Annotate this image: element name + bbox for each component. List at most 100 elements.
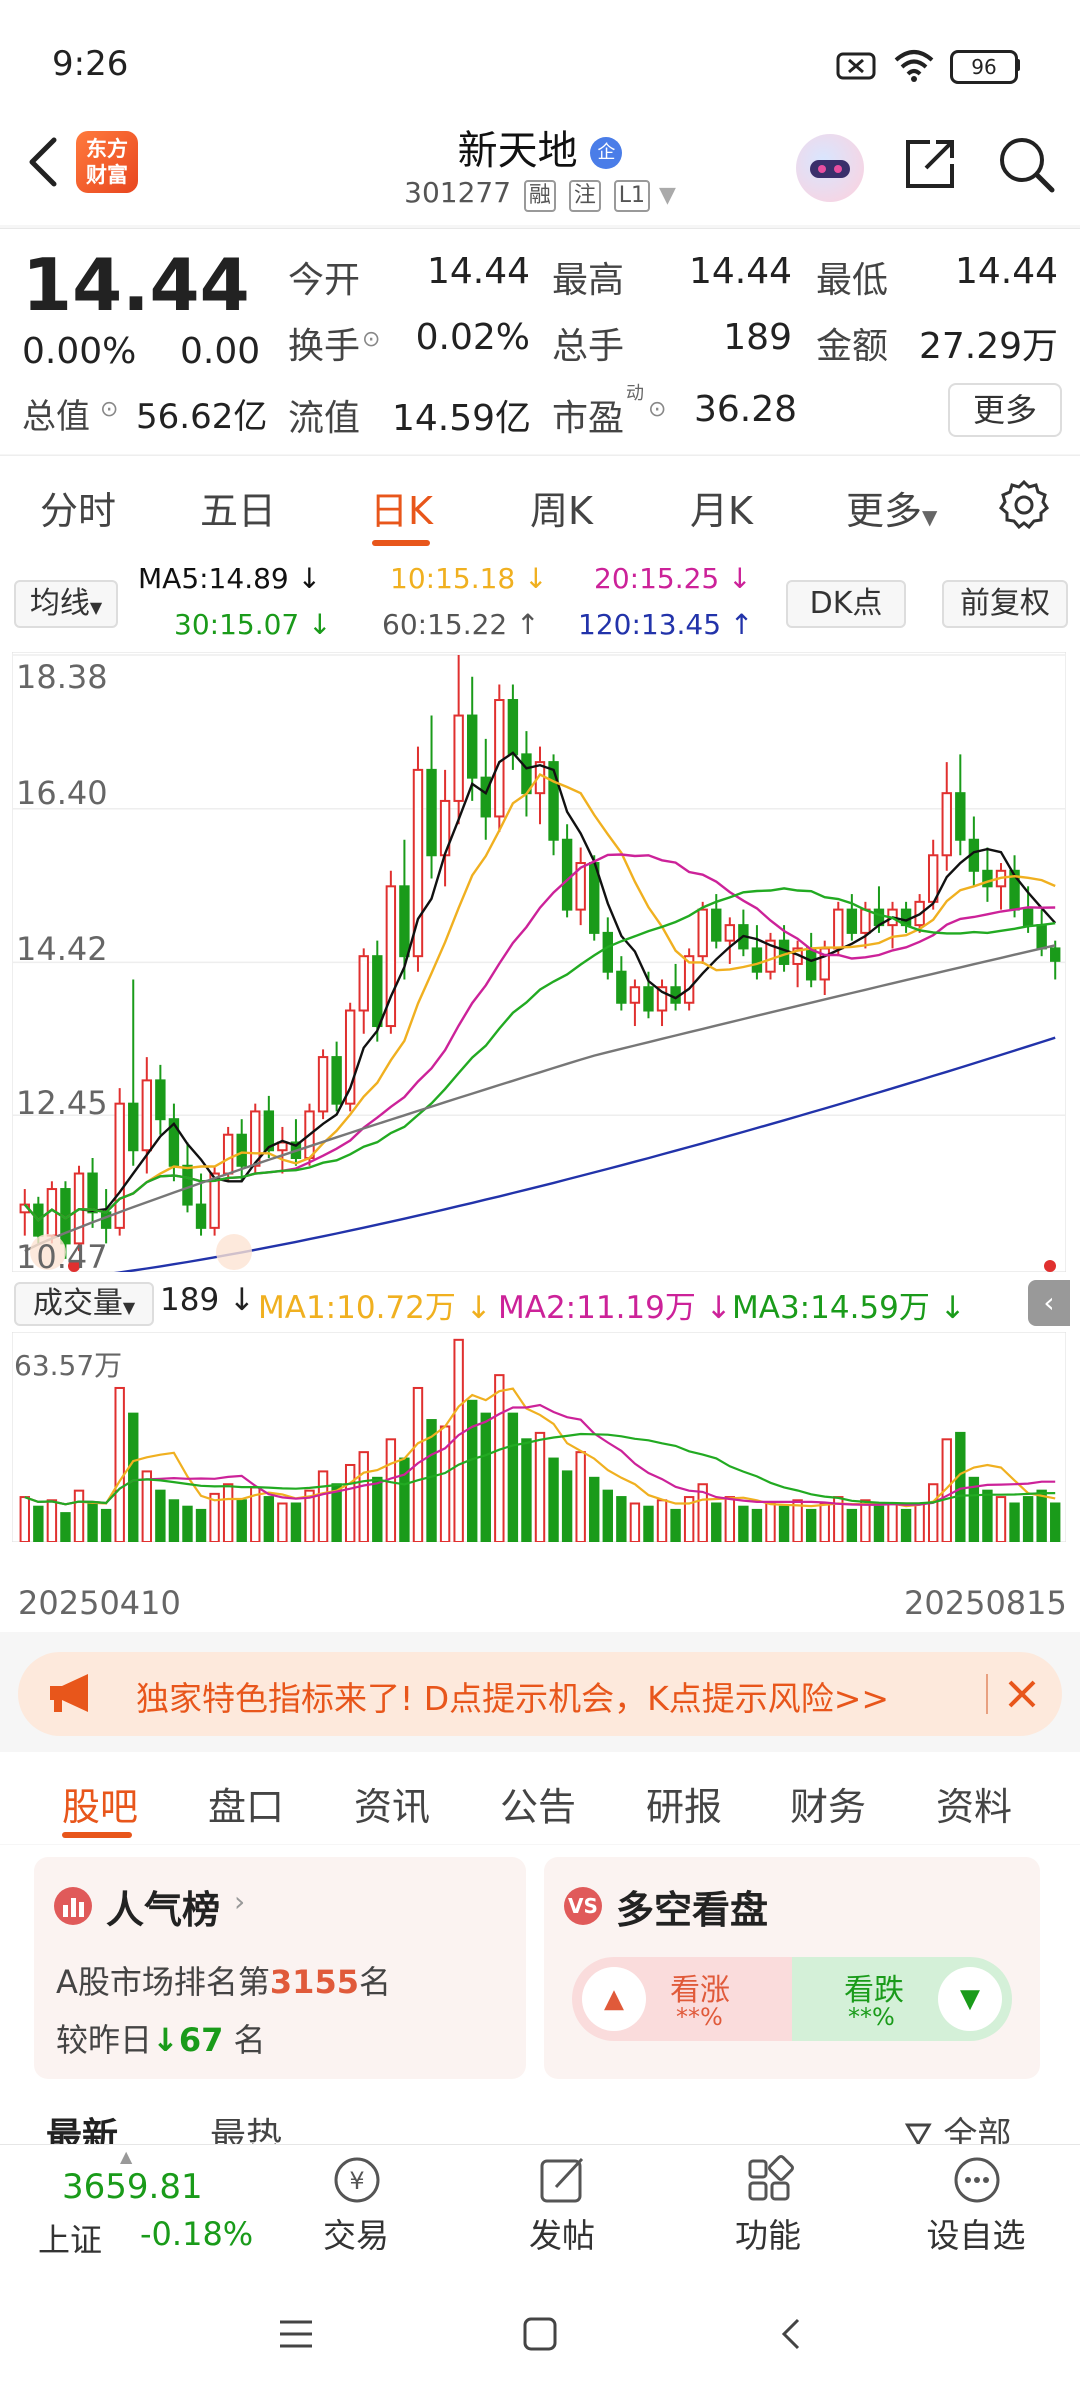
dk-point-button[interactable]: DK点 — [786, 580, 906, 628]
rank-change-line: 较昨日↓67 名 — [56, 2015, 266, 2061]
pe-info-icon[interactable]: ⊙ — [648, 397, 667, 422]
bear-button[interactable]: 看跌 **% ▼ — [792, 1957, 1012, 2041]
functions-button[interactable]: 功能 — [708, 2145, 828, 2271]
volume-bar — [87, 1502, 98, 1542]
sentiment-card: VS 多空看盘 ▲ 看涨 **% 看跌 **% ▼ — [544, 1857, 1040, 2079]
candle-body — [575, 862, 586, 911]
candle-body — [629, 986, 641, 1004]
stock-header: 东方 财富 新天地 企 301277 融 注 L1 ▼ — [0, 110, 1080, 225]
volume-label: 总手 — [552, 326, 625, 367]
bull-value: **% — [676, 2003, 723, 2031]
volume-bar — [846, 1508, 858, 1542]
total-value-info-icon[interactable]: ⊙ — [100, 397, 119, 422]
popularity-card[interactable]: 人气榜 › A股市场排名第3155名 较昨日↓67 名 — [34, 1857, 526, 2079]
volume-bar — [1009, 1502, 1020, 1542]
tab-five-day[interactable]: 五日 — [200, 489, 277, 533]
candle-body — [507, 699, 519, 756]
volume-bar — [412, 1386, 424, 1542]
tab-profile[interactable]: 资料 — [936, 1785, 1013, 1829]
candle-body — [195, 1203, 207, 1229]
volume-selector[interactable]: 成交量▼ — [14, 1282, 154, 1326]
megaphone-icon — [50, 1674, 88, 1712]
volume-bar — [1022, 1496, 1034, 1542]
candlestick-chart[interactable] — [12, 652, 1066, 1272]
volume-bar — [887, 1502, 898, 1542]
more-button[interactable]: 更多 — [948, 383, 1062, 437]
share-icon[interactable] — [900, 134, 960, 194]
post-button[interactable]: 发帖 — [502, 2145, 622, 2271]
ma10-line — [23, 772, 1056, 1222]
d-point-marker — [68, 1260, 80, 1272]
bull-button[interactable]: ▲ 看涨 **% — [572, 1957, 792, 2041]
candle-body — [724, 924, 736, 942]
candle-body — [236, 1133, 247, 1167]
volume-value: 189 — [723, 317, 792, 358]
wifi-icon — [894, 50, 934, 82]
back-arrow-icon[interactable] — [20, 132, 70, 192]
volume-bar — [222, 1483, 234, 1542]
candle-body — [805, 947, 817, 981]
tab-daily-k[interactable]: 日K — [370, 489, 433, 533]
pe-value: 36.28 — [694, 389, 798, 430]
turnover-label: 换手 — [288, 326, 361, 367]
grid-icon — [748, 2155, 794, 2201]
tab-more[interactable]: 更多▼ — [846, 480, 937, 535]
volume-bar — [277, 1502, 288, 1542]
adjust-button[interactable]: 前复权 — [942, 580, 1068, 628]
float-value-label: 流值 — [288, 398, 361, 439]
volume-bar — [100, 1508, 112, 1542]
popularity-title: 人气榜 — [106, 1888, 221, 1932]
high-value: 14.44 — [688, 251, 792, 292]
assistant-avatar-icon[interactable] — [796, 134, 864, 202]
volume-bar — [602, 1489, 613, 1542]
stock-code: 301277 — [404, 176, 512, 209]
rank-change-value: 67 — [178, 2021, 224, 2059]
menu-icon[interactable] — [276, 2316, 316, 2352]
volume-bar — [643, 1505, 654, 1542]
turnover-info-icon[interactable]: ⊙ — [362, 327, 381, 352]
amount-label: 金额 — [816, 326, 889, 367]
close-icon[interactable] — [1004, 1676, 1040, 1712]
candle-body — [846, 908, 858, 934]
status-time: 9:26 — [52, 44, 129, 84]
up-triangle-icon: ▲ — [582, 1967, 646, 2031]
home-icon[interactable] — [520, 2314, 560, 2354]
tab-announcements[interactable]: 公告 — [500, 1785, 577, 1829]
collapse-panel-button[interactable]: ‹ — [1028, 1280, 1070, 1326]
volume-bar — [1036, 1489, 1047, 1542]
gear-icon[interactable] — [998, 478, 1050, 530]
volume-bar — [873, 1505, 885, 1542]
rank-suffix: 名 — [358, 1963, 391, 2001]
float-value: 14.59亿 — [392, 398, 532, 439]
search-icon[interactable] — [994, 132, 1058, 196]
volume-chart[interactable] — [12, 1332, 1066, 1542]
tab-orderbook[interactable]: 盘口 — [208, 1785, 285, 1829]
tab-weekly-k[interactable]: 周K — [530, 489, 593, 533]
tab-more-label: 更多 — [846, 489, 923, 533]
promo-banner[interactable]: 独家特色指标来了! D点提示机会，K点提示风险>> — [18, 1652, 1062, 1736]
down-triangle-icon: ▼ — [938, 1967, 1002, 2031]
app-logo[interactable]: 东方 财富 — [76, 131, 138, 193]
index-ticker[interactable]: ▲ 3659.81 上证 -0.18% — [0, 2145, 270, 2271]
volume-bar — [683, 1496, 695, 1542]
tab-forum[interactable]: 股吧 — [62, 1785, 139, 1829]
volume-bar — [1050, 1502, 1061, 1542]
tab-news[interactable]: 资讯 — [354, 1785, 431, 1829]
tab-monthly-k[interactable]: 月K — [690, 489, 753, 533]
expand-icon — [216, 1234, 252, 1270]
rank-change-suffix: 名 — [233, 2021, 266, 2059]
tab-research[interactable]: 研报 — [646, 1785, 723, 1829]
volume-max-label: 63.57万 — [14, 1349, 123, 1382]
turnover-value: 0.02% — [415, 317, 530, 358]
add-watchlist-button[interactable]: 设自选 — [916, 2145, 1036, 2271]
ma-selector[interactable]: 均线▼ — [14, 580, 118, 628]
kline-chart-area: 均线▼ MA5:14.89 ↓ 10:15.18 ↓ 20:15.25 ↓ 30… — [0, 552, 1080, 1632]
scroll-left-icon — [30, 1234, 66, 1270]
back-icon[interactable] — [772, 2314, 812, 2354]
adjust-label: 前复权 — [960, 586, 1050, 621]
stock-code-row[interactable]: 301277 融 注 L1 ▼ — [0, 176, 1080, 212]
trade-button[interactable]: ¥ 交易 — [296, 2145, 416, 2271]
tab-financials[interactable]: 财务 — [790, 1785, 867, 1829]
candle-body — [141, 1079, 153, 1152]
tab-intraday[interactable]: 分时 — [40, 489, 117, 533]
